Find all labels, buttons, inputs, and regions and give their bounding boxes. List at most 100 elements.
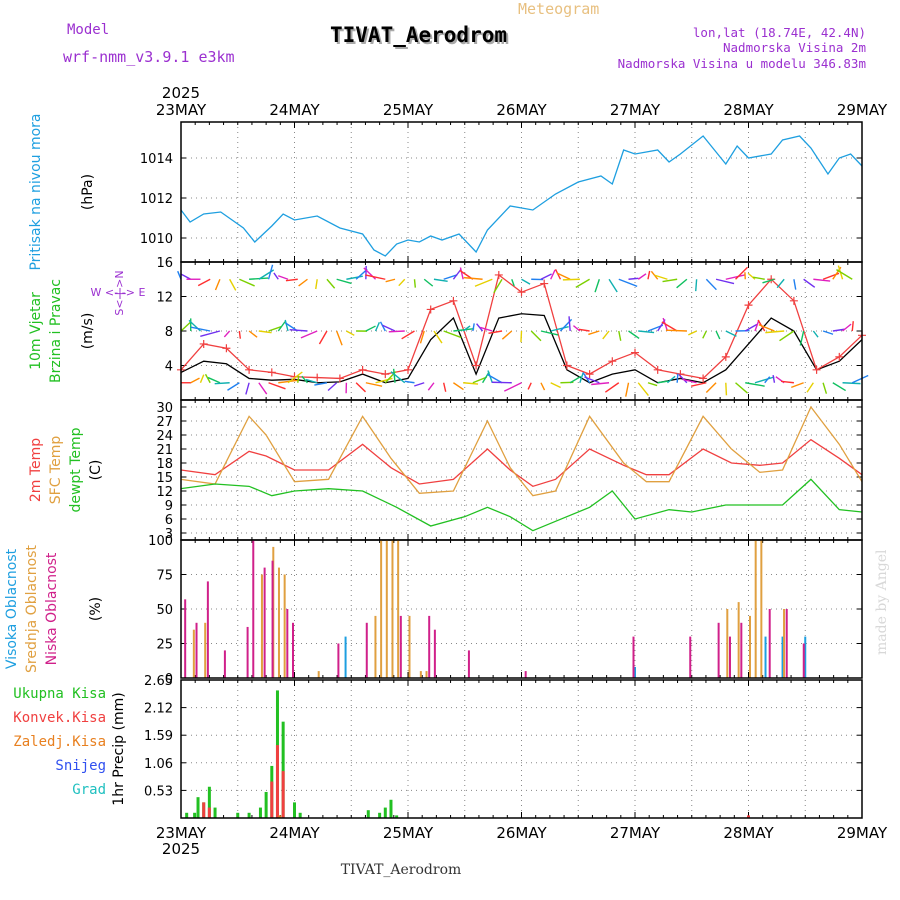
precip-legend-1: Konvek.Kisa <box>13 710 106 726</box>
bar-precip-0-7 <box>247 812 251 818</box>
panel-ylabel-precip: 1hr Precip (mm) <box>111 692 127 805</box>
ytick-label-temperature: 6 <box>165 513 173 528</box>
wind-arrow <box>245 382 250 395</box>
wind-arrow <box>382 324 396 332</box>
wind-arrow <box>762 278 775 284</box>
wind-arrow <box>287 371 303 384</box>
bar-precip-0-4 <box>207 786 211 818</box>
bar-clouds-1-12 <box>408 615 411 678</box>
wind-arrow <box>239 278 255 287</box>
wind-arrow <box>661 321 678 332</box>
bar-precip-1-2 <box>270 781 274 818</box>
bar-clouds-0-4 <box>804 636 807 678</box>
ytick-label-temperature: 18 <box>156 457 173 472</box>
bar-clouds-2-3 <box>223 650 226 678</box>
bar-precip-0-8 <box>258 807 262 818</box>
wind-arrow <box>851 321 854 332</box>
bar-clouds-1-16 <box>737 602 740 678</box>
wind-arrow <box>584 376 600 384</box>
wind-arrow <box>480 326 493 332</box>
panel-clouds: 0 25 50 75 100 Visoka Oblacnost Srednja Oblacn… <box>4 534 863 687</box>
bar-clouds-1-2 <box>260 574 263 678</box>
gust-marker <box>653 365 662 374</box>
wind-arrow <box>493 278 503 294</box>
bar-clouds-0-1 <box>634 666 636 678</box>
wind-arrow <box>575 278 590 288</box>
panel-title-wind-1: Brzina i Pravac <box>48 279 64 383</box>
bar-clouds-2-8 <box>286 609 289 678</box>
ytick-label-precip: 2.65 <box>144 674 173 689</box>
ytick-label-temperature: 3 <box>165 527 173 542</box>
wind-arrow <box>578 328 590 332</box>
series-line-pressure-0 <box>180 135 863 257</box>
date-top-1: 24MAY <box>269 101 320 119</box>
bar-clouds-1-20 <box>783 609 786 678</box>
wind-arrow <box>688 330 697 336</box>
bar-precip-0-17 <box>383 807 387 818</box>
bar-clouds-2-19 <box>717 622 720 678</box>
wind-arrow <box>300 330 318 339</box>
bar-precip-0-1 <box>193 812 197 818</box>
wind-arrow <box>735 382 748 394</box>
bar-clouds-1-19 <box>760 540 763 678</box>
wind-arrow <box>315 279 318 290</box>
gust-marker <box>199 339 208 348</box>
wind-arrow <box>625 382 630 397</box>
bar-clouds-1-6 <box>317 671 320 678</box>
panel-ylabel-pressure: (hPa) <box>80 174 96 210</box>
wind-arrow <box>214 278 221 291</box>
gust-marker <box>789 296 798 305</box>
wind-arrow <box>336 330 343 346</box>
wind-arrow <box>207 376 221 384</box>
bar-precip-1-1 <box>207 807 211 818</box>
wind-arrow <box>365 274 386 280</box>
wind-arrow <box>780 380 794 384</box>
wind-arrow <box>591 382 610 386</box>
ytick-label-wind: 8 <box>165 325 173 340</box>
wind-arrow <box>608 278 618 293</box>
date-top-6: 29MAY <box>837 101 888 119</box>
watermark: made by Angel <box>874 549 890 655</box>
bar-clouds-2-7 <box>271 560 274 678</box>
wind-arrow <box>511 279 515 287</box>
wind-arrow <box>676 278 688 289</box>
wind-arrow <box>682 378 697 384</box>
date-bottom-3: 26MAY <box>496 824 547 842</box>
wind-arrow <box>463 276 483 280</box>
gust-marker <box>699 374 708 383</box>
wind-arrow <box>690 382 707 387</box>
ytick-label-temperature: 9 <box>165 499 173 514</box>
wind-arrow <box>550 382 561 389</box>
wind-arrow <box>550 269 556 280</box>
precip-legend-2: Zaledj.Kisa <box>13 734 106 750</box>
wind-arrow <box>650 270 659 280</box>
wind-arrow <box>657 380 669 384</box>
bar-clouds-2-1 <box>195 622 198 678</box>
wind-arrow <box>758 324 775 332</box>
wind-arrow <box>503 382 522 392</box>
wind-arrow <box>443 330 462 339</box>
ytick-label-precip: 1.59 <box>144 729 173 744</box>
wind-arrow <box>678 374 688 384</box>
bar-clouds-1-8 <box>380 540 383 678</box>
ytick-label-temperature: 27 <box>156 415 173 430</box>
wind-arrow <box>401 330 415 340</box>
gust-marker <box>404 365 412 374</box>
wind-arrow <box>803 278 816 288</box>
bar-precip-0-13 <box>293 802 296 818</box>
wind-arrow <box>735 266 749 280</box>
wind-arrow <box>725 274 745 280</box>
wind-arrow <box>540 273 552 280</box>
bar-clouds-2-0 <box>184 599 187 678</box>
wind-arrow <box>527 382 532 390</box>
bar-clouds-1-9 <box>385 540 388 678</box>
bar-clouds-0-3 <box>781 636 784 678</box>
wind-arrow <box>745 382 765 387</box>
panel-title-pressure-0: Pritisak na nivou mora <box>28 113 44 270</box>
wind-arrow <box>754 376 775 384</box>
bar-precip-0-9 <box>264 791 268 818</box>
wind-arrow <box>318 330 328 345</box>
wind-arrow <box>842 323 852 332</box>
wind-arrow <box>776 278 785 289</box>
wind-arrow <box>832 328 845 332</box>
